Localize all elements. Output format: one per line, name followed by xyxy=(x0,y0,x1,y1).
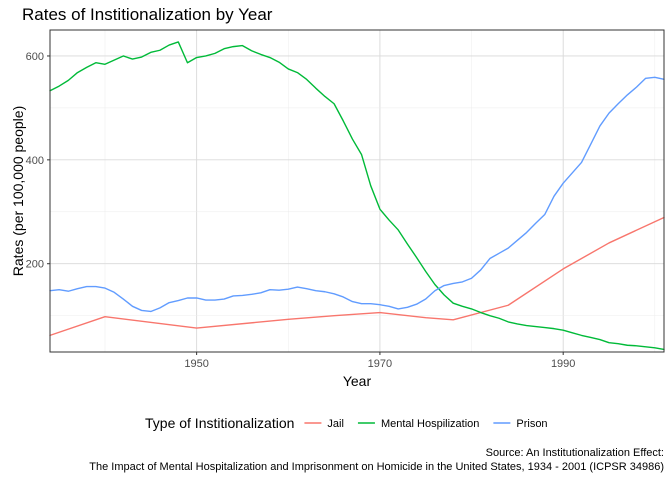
series-line-mental-hospilization xyxy=(49,41,665,351)
series-line-jail xyxy=(49,216,665,337)
y-axis-title: Rates (per 100,000 people) xyxy=(10,106,26,276)
y-tick-label: 400 xyxy=(26,155,44,167)
caption-line-2: The Impact of Mental Hospitalization and… xyxy=(89,461,664,473)
y-axis: 200 400 600 xyxy=(26,51,50,271)
series-lines xyxy=(49,41,665,351)
caption-line-1: Source: An Institutionalization Effect: xyxy=(486,447,664,459)
legend-title: Type of Institionalization xyxy=(145,415,294,431)
legend-label-jail: Jail xyxy=(327,418,344,430)
panel-border xyxy=(49,29,665,353)
y-tick-label: 600 xyxy=(26,51,44,63)
grid xyxy=(50,30,664,352)
x-tick-label: 1950 xyxy=(184,358,208,370)
y-tick-label: 200 xyxy=(26,259,44,271)
legend: Type of Institionalization Jail Mental Ho… xyxy=(145,415,548,431)
plot-panel xyxy=(49,29,665,353)
series-line-prison xyxy=(49,76,665,313)
x-axis-title: Year xyxy=(343,373,372,389)
x-axis: 1950 1970 1990 xyxy=(184,352,575,370)
legend-label-prison: Prison xyxy=(516,418,547,430)
x-tick-label: 1970 xyxy=(368,358,392,370)
legend-label-mental-hospilization: Mental Hospilization xyxy=(381,418,479,430)
x-tick-label: 1990 xyxy=(551,358,575,370)
chart-title: Rates of Institionalization by Year xyxy=(22,5,273,24)
